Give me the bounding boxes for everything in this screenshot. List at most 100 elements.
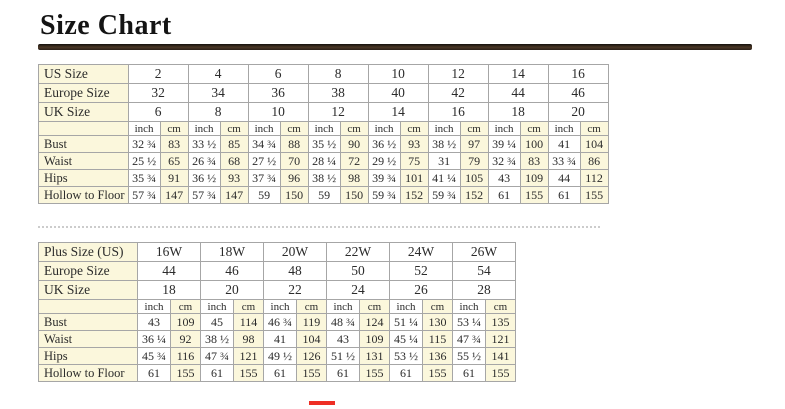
inch-value-cell: 61 [326,364,360,382]
cm-value-cell: 98 [233,330,264,348]
size-value-cell: 46 [200,261,264,281]
inch-value-cell: 32 ¾ [487,152,521,170]
cm-value-cell: 131 [359,347,390,365]
cm-value-cell: 155 [359,364,390,382]
cm-value-cell: 130 [422,313,453,331]
inch-value-cell: 47 ¾ [200,347,234,365]
size-value-cell: 22W [326,242,390,262]
cm-value-cell: 136 [422,347,453,365]
unit-inch-cell: inch [137,299,171,314]
measure-row: Bust 32 ¾ 83 33 ½ 85 34 ¾ 88 35 ½ 90 36 ½ 93 38 ½ 97… [38,135,609,153]
row-label [38,299,138,314]
cm-value-cell: 152 [459,186,489,204]
cm-value-cell: 93 [219,169,249,187]
unit-cm-cell: cm [233,299,264,314]
cm-value-cell: 72 [339,152,369,170]
cm-value-cell: 109 [519,169,549,187]
cm-value-cell: 79 [459,152,489,170]
size-value-cell: 20 [547,102,609,122]
size-header-row: Europe Size 44 46 48 50 52 54 [38,261,516,281]
cm-value-cell: 98 [339,169,369,187]
inch-value-cell: 45 ¼ [389,330,423,348]
measure-row: Waist 25 ½ 65 26 ¾ 68 27 ½ 70 28 ¼ 72 29 ½ 75 31 79 3… [38,152,609,170]
unit-inch-cell: inch [187,121,221,136]
inch-value-cell: 28 ¼ [307,152,341,170]
cm-value-cell: 114 [233,313,264,331]
cm-value-cell: 104 [296,330,327,348]
inch-value-cell: 47 ¾ [452,330,486,348]
size-value-cell: 20W [263,242,327,262]
size-value-cell: 52 [389,261,453,281]
inch-value-cell: 51 ¼ [389,313,423,331]
inch-value-cell: 61 [452,364,486,382]
cm-value-cell: 75 [399,152,429,170]
inch-value-cell: 33 ½ [187,135,221,153]
row-label: Europe Size [38,83,129,103]
unit-cm-cell: cm [219,121,249,136]
cm-value-cell: 150 [279,186,309,204]
row-label: Bust [38,135,129,153]
unit-row: inch cm inch cm inch cm inch cm inch cm inch cm inch… [38,121,609,136]
inch-value-cell: 32 ¾ [127,135,161,153]
cm-value-cell: 155 [519,186,549,204]
inch-value-cell: 26 ¾ [187,152,221,170]
cm-value-cell: 155 [422,364,453,382]
unit-cm-cell: cm [399,121,429,136]
inch-value-cell: 57 ¾ [127,186,161,204]
inch-value-cell: 61 [389,364,423,382]
size-value-cell: 8 [187,102,249,122]
inch-value-cell: 25 ½ [127,152,161,170]
cm-value-cell: 155 [296,364,327,382]
cm-value-cell: 91 [159,169,189,187]
cm-value-cell: 109 [359,330,390,348]
inch-value-cell: 49 ½ [263,347,297,365]
cm-value-cell: 119 [296,313,327,331]
inch-value-cell: 36 ½ [367,135,401,153]
unit-cm-cell: cm [170,299,201,314]
size-value-cell: 48 [263,261,327,281]
inch-value-cell: 61 [487,186,521,204]
inch-value-cell: 61 [263,364,297,382]
cm-value-cell: 92 [170,330,201,348]
size-value-cell: 10 [247,102,309,122]
size-value-cell: 44 [487,83,549,103]
size-value-cell: 16 [427,102,489,122]
cm-value-cell: 150 [339,186,369,204]
unit-inch-cell: inch [200,299,234,314]
size-value-cell: 26 [389,280,453,300]
size-value-cell: 32 [127,83,189,103]
size-header-row: Europe Size 32 34 36 38 40 42 44 46 [38,83,609,103]
cm-value-cell: 96 [279,169,309,187]
row-label [38,121,129,136]
inch-value-cell: 39 ¼ [487,135,521,153]
inch-value-cell: 38 ½ [427,135,461,153]
cm-value-cell: 105 [459,169,489,187]
size-value-cell: 38 [307,83,369,103]
measure-row: Hips 45 ¾ 116 47 ¾ 121 49 ½ 126 51 ½ 131 53 ½ 136 5… [38,347,516,365]
cm-value-cell: 155 [233,364,264,382]
cm-value-cell: 86 [579,152,609,170]
unit-inch-cell: inch [247,121,281,136]
cm-value-cell: 68 [219,152,249,170]
inch-value-cell: 45 ¾ [137,347,171,365]
inch-value-cell: 57 ¾ [187,186,221,204]
row-label: UK Size [38,280,138,300]
unit-inch-cell: inch [263,299,297,314]
inch-value-cell: 34 ¾ [247,135,281,153]
size-header-row: UK Size 6 8 10 12 14 16 18 20 [38,102,609,122]
size-value-cell: 50 [326,261,390,281]
unit-cm-cell: cm [279,121,309,136]
row-label: Plus Size (US) [38,242,138,262]
size-value-cell: 36 [247,83,309,103]
size-value-cell: 26W [452,242,516,262]
row-label: Hips [38,347,138,365]
unit-inch-cell: inch [427,121,461,136]
row-label: Europe Size [38,261,138,281]
cm-value-cell: 109 [170,313,201,331]
measure-row: Hollow to Floor 61 155 61 155 61 155 61 155 61 155… [38,364,516,382]
cm-value-cell: 124 [359,313,390,331]
plus-sizes-grid: Plus Size (US) 16W 18W 20W 22W 24W 26W Europe S… [38,242,516,382]
size-value-cell: 44 [137,261,201,281]
